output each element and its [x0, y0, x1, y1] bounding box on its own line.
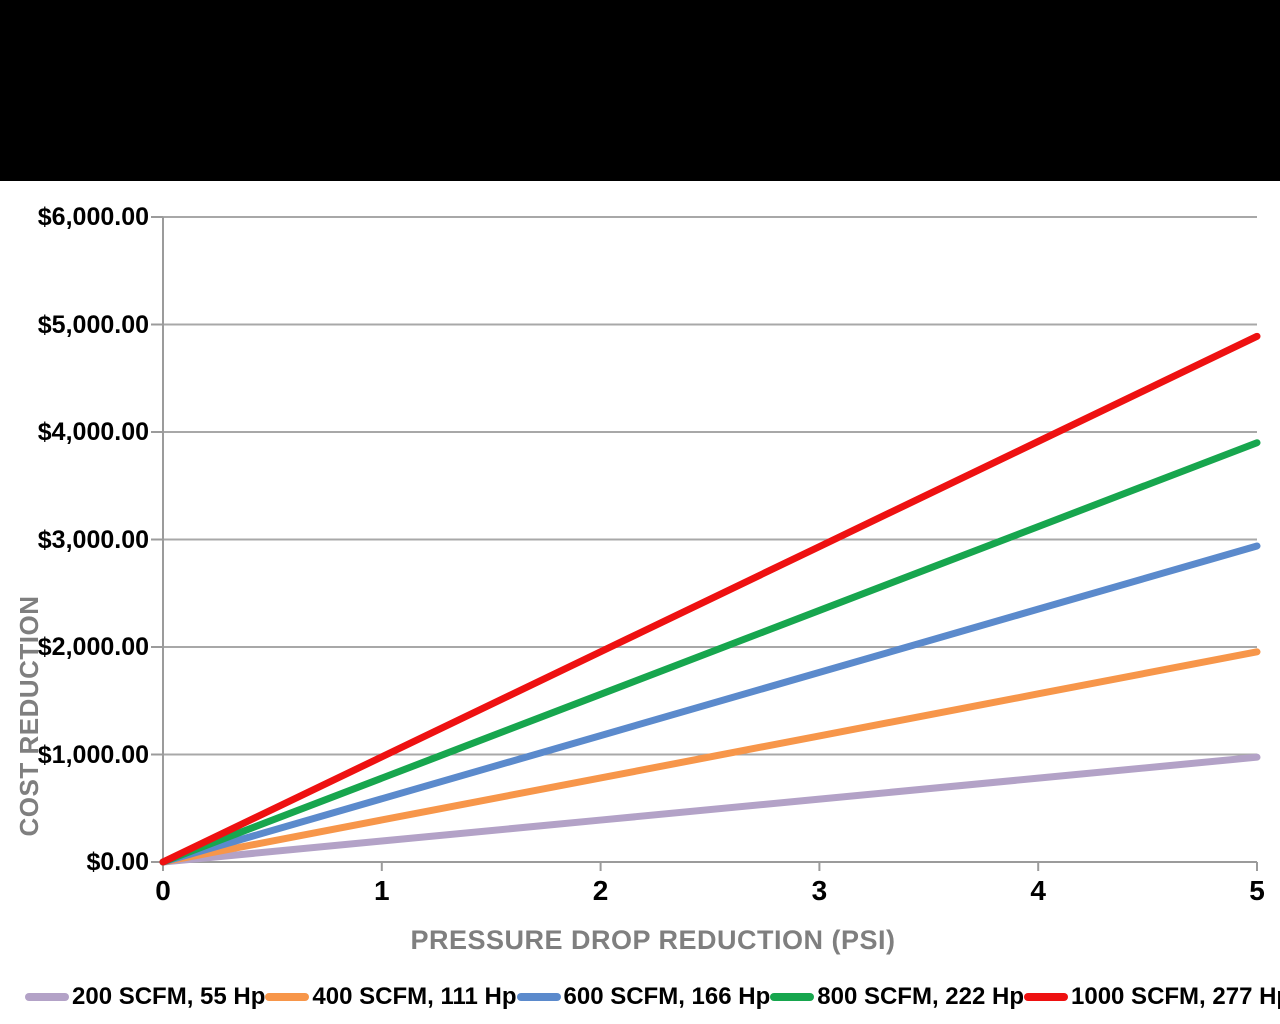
legend-item: 1000 SCFM, 277 Hp	[1024, 983, 1280, 1011]
series-line-800-scfm-222-hp	[159, 439, 1261, 866]
legend-item: 200 SCFM, 55 Hp	[25, 983, 265, 1011]
y-tick-label: $1,000.00	[37, 740, 149, 769]
x-tick-label: 4	[1030, 875, 1046, 906]
y-tick-label: $3,000.00	[37, 525, 149, 554]
legend-swatch	[25, 993, 69, 1001]
legend-swatch	[770, 993, 815, 1001]
legend-item: 800 SCFM, 222 Hp	[770, 983, 1024, 1011]
legend-label: 200 SCFM, 55 Hp	[72, 983, 266, 1010]
x-tick-label: 3	[811, 875, 828, 906]
legend-swatch	[265, 993, 310, 1001]
y-tick-label: $6,000.00	[37, 203, 149, 231]
y-tick-label: $0.00	[86, 848, 149, 876]
plot-area	[151, 216, 1261, 871]
x-tick-label: 2	[592, 875, 609, 906]
legend-swatch	[1024, 993, 1068, 1001]
y-tick-label: $4,000.00	[37, 418, 149, 446]
legend-label: 800 SCFM, 222 Hp	[817, 983, 1024, 1010]
series-line-400-scfm-111-hp	[159, 648, 1261, 866]
y-tick-label: $2,000.00	[37, 633, 149, 661]
legend-label: 1000 SCFM, 277 Hp	[1071, 983, 1280, 1010]
x-tick-label: 0	[155, 875, 171, 906]
legend-item: 400 SCFM, 111 Hp	[265, 983, 517, 1011]
series-line-600-scfm-166-hp	[159, 542, 1261, 866]
x-tick-label: 1	[374, 875, 390, 906]
series-line-1000-scfm-277-hp	[159, 332, 1261, 866]
y-axis-title: COST REDUCTION	[14, 595, 44, 837]
series-line-200-scfm-55-hp	[159, 753, 1261, 866]
cost-reduction-chart: COST REDUCTION $0.00 $1,000.00 $2,000.00 $3…	[0, 181, 1280, 1024]
y-tick-label: $5,000.00	[37, 310, 149, 339]
x-tick-label: 5	[1249, 875, 1265, 906]
top-black-bar	[0, 0, 1280, 181]
legend: 200 SCFM, 55 Hp 400 SCFM, 111 Hp 600 SCFM,…	[25, 979, 1280, 1015]
x-axis-title: PRESSURE DROP REDUCTION (PSI)	[410, 925, 896, 955]
legend-swatch	[516, 993, 561, 1001]
legend-label: 600 SCFM, 166 Hp	[563, 983, 771, 1010]
legend-label: 400 SCFM, 111 Hp	[312, 983, 517, 1010]
legend-item: 600 SCFM, 166 Hp	[516, 983, 771, 1011]
